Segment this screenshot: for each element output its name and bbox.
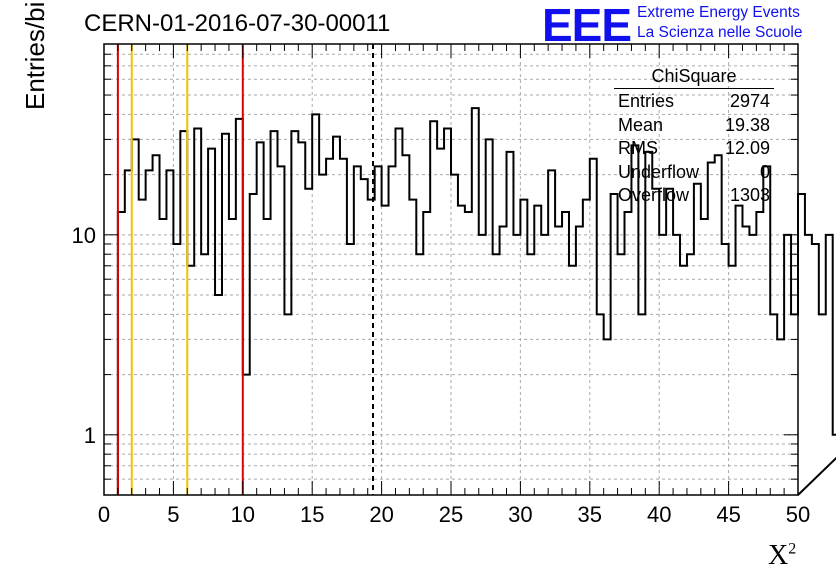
stats-row-mean: Mean 19.38 — [610, 114, 778, 138]
stats-box: ChiSquare Entries 2974 Mean 19.38 RMS 12.09… — [610, 66, 778, 208]
stats-label: Underflow — [618, 161, 700, 182]
stats-box-title: ChiSquare — [614, 66, 774, 89]
x-tick-label: 50 — [786, 502, 810, 527]
stats-label: Overflow — [618, 185, 690, 205]
histogram-line — [116, 107, 836, 496]
stats-value: 1303 — [729, 185, 770, 205]
y-axis-label: Entries/bin — [20, 0, 50, 110]
x-tick-label: 45 — [716, 502, 740, 527]
x-tick-label: 0 — [98, 502, 110, 527]
x-tick-label: 20 — [369, 502, 393, 527]
stats-label: Entries — [618, 91, 675, 111]
x-axis-label-superscript: 2 — [788, 540, 797, 558]
run-title: CERN-01-2016-07-30-00011 — [84, 10, 391, 37]
stats-value: 0 — [759, 161, 770, 182]
x-tick-label: 5 — [167, 502, 179, 527]
x-tick-label: 15 — [300, 502, 324, 527]
logo-subtitle-line1: Extreme Energy Events — [637, 4, 800, 21]
x-tick-label: 35 — [578, 502, 602, 527]
x-axis-label: X2 — [768, 540, 796, 572]
eee-logo: EEE — [542, 0, 632, 51]
logo-subtitle-line2: La Scienza nelle Scuole — [637, 24, 803, 41]
y-tick-label: 10 — [72, 223, 96, 248]
stats-value: 12.09 — [724, 138, 770, 158]
x-tick-label: 30 — [508, 502, 532, 527]
stats-label: RMS — [618, 138, 658, 158]
x-tick-label: 10 — [231, 502, 255, 527]
stats-row-overflow: Overflow 1303 — [610, 184, 778, 208]
x-axis-label-base: X — [768, 540, 789, 571]
stats-value: 2974 — [729, 91, 770, 111]
stats-label: Mean — [618, 114, 664, 135]
stats-row-underflow: Underflow 0 — [610, 161, 778, 185]
stats-row-rms: RMS 12.09 — [610, 137, 778, 161]
x-tick-label: 25 — [439, 502, 463, 527]
y-tick-label: 1 — [84, 423, 96, 448]
x-tick-label: 40 — [647, 502, 671, 527]
stats-value: 19.38 — [724, 114, 770, 135]
stats-row-entries: Entries 2974 — [610, 90, 778, 114]
